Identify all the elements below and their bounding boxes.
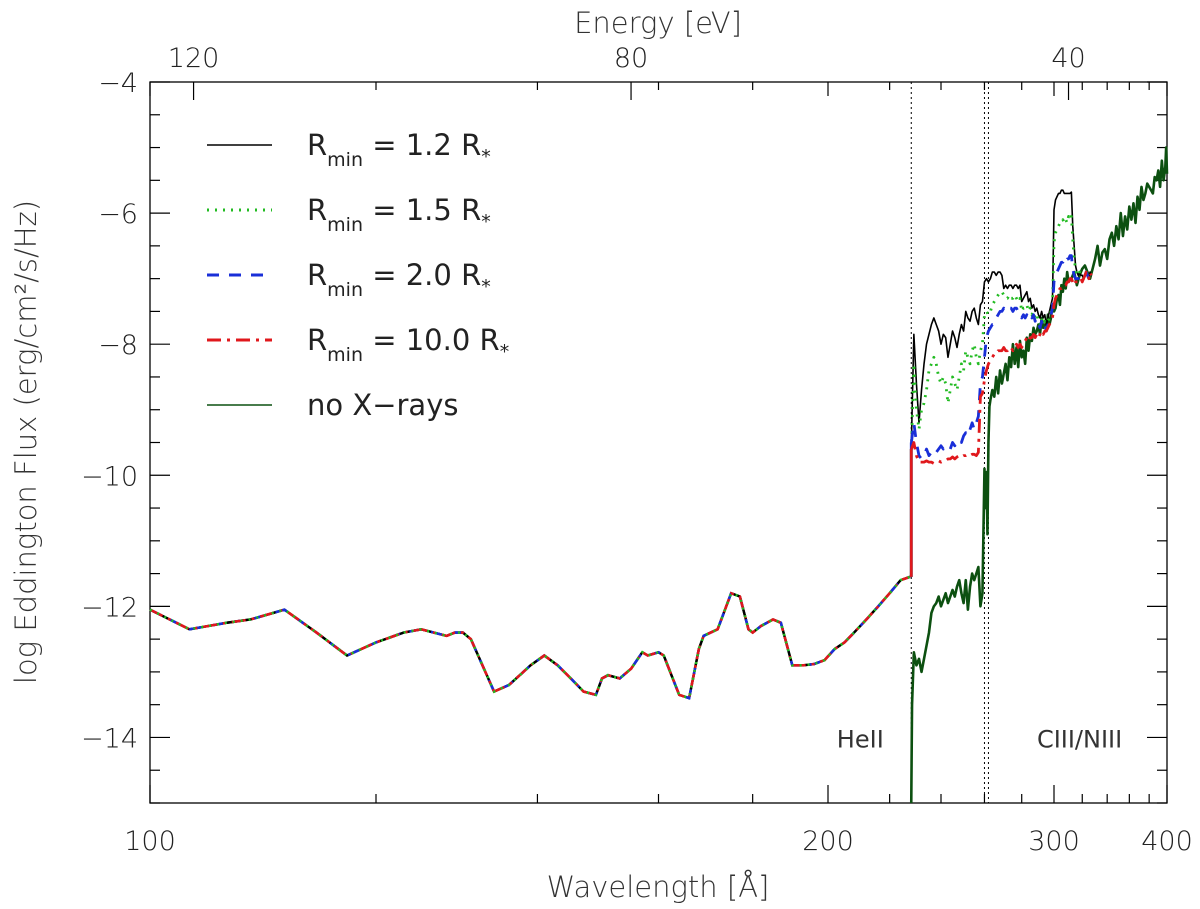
legend-entry-4: no X−rays	[207, 388, 458, 422]
series-3-line	[910, 270, 1093, 465]
series-1-line	[909, 214, 1093, 450]
y-axis-title: log Eddington Flux (erg/cm²/s/Hz)	[9, 200, 43, 684]
legend-entry-0: Rmin = 1.2 R*	[207, 128, 491, 171]
annotations: HeII CIII/NIII	[837, 725, 1122, 753]
series-1-common-line	[149, 575, 911, 700]
top-ticks: 120 80 40	[168, 43, 1086, 100]
series-0	[149, 189, 1093, 700]
legend-label: no X−rays	[307, 388, 458, 422]
y-tick-label: −12	[81, 592, 138, 623]
top-tick-label: 40	[1051, 43, 1085, 74]
legend: Rmin = 1.2 R* Rmin = 1.5 R* Rmin = 2.0 R* R…	[207, 128, 509, 422]
x-tick-label: 300	[1028, 826, 1080, 857]
series-1	[909, 214, 1093, 577]
x-axis-title: Wavelength [Å]	[547, 870, 770, 904]
y-tick-label: −10	[81, 461, 138, 492]
legend-label: Rmin = 10.0 R*	[307, 323, 509, 366]
y-tick-label: −4	[98, 68, 138, 99]
series-0-common-line	[149, 575, 911, 700]
plot-frame	[149, 81, 1168, 804]
legend-label: Rmin = 1.5 R*	[307, 193, 491, 236]
y-ticks: −4 −6 −8 −10 −12 −14	[81, 68, 1167, 804]
data-series	[149, 146, 1169, 804]
top-tick-label: 80	[614, 43, 648, 74]
y-tick-label: −6	[98, 199, 138, 230]
series-4-line	[909, 146, 1169, 804]
y-tick-label: −8	[98, 330, 138, 361]
legend-entry-3: Rmin = 10.0 R*	[207, 323, 509, 366]
x-tick-label: 200	[802, 826, 854, 857]
annotation-1: CIII/NIII	[1037, 725, 1122, 753]
series-4-common-line	[149, 575, 911, 700]
legend-label: Rmin = 1.2 R*	[307, 128, 491, 171]
edge-lines	[910, 82, 989, 803]
legend-entry-1: Rmin = 1.5 R*	[207, 193, 491, 236]
series-0-line	[910, 189, 1093, 443]
legend-label: Rmin = 2.0 R*	[307, 258, 491, 301]
y-tick-label: −14	[81, 723, 138, 754]
annotation-0: HeII	[837, 725, 884, 753]
series-4	[149, 146, 1169, 804]
series-2-common-line	[149, 575, 911, 700]
legend-entry-2: Rmin = 2.0 R*	[207, 258, 491, 301]
top-axis-title: Energy [eV]	[574, 6, 742, 40]
x-tick-label: 400	[1141, 826, 1193, 857]
series-2	[909, 254, 1093, 577]
series-2-line	[910, 254, 1093, 461]
x-ticks: 100 200 300 400	[124, 82, 1193, 857]
top-tick-label: 120	[168, 43, 220, 74]
x-tick-label: 100	[124, 826, 176, 857]
series-3-common-line	[149, 575, 911, 700]
series-3	[909, 270, 1093, 577]
